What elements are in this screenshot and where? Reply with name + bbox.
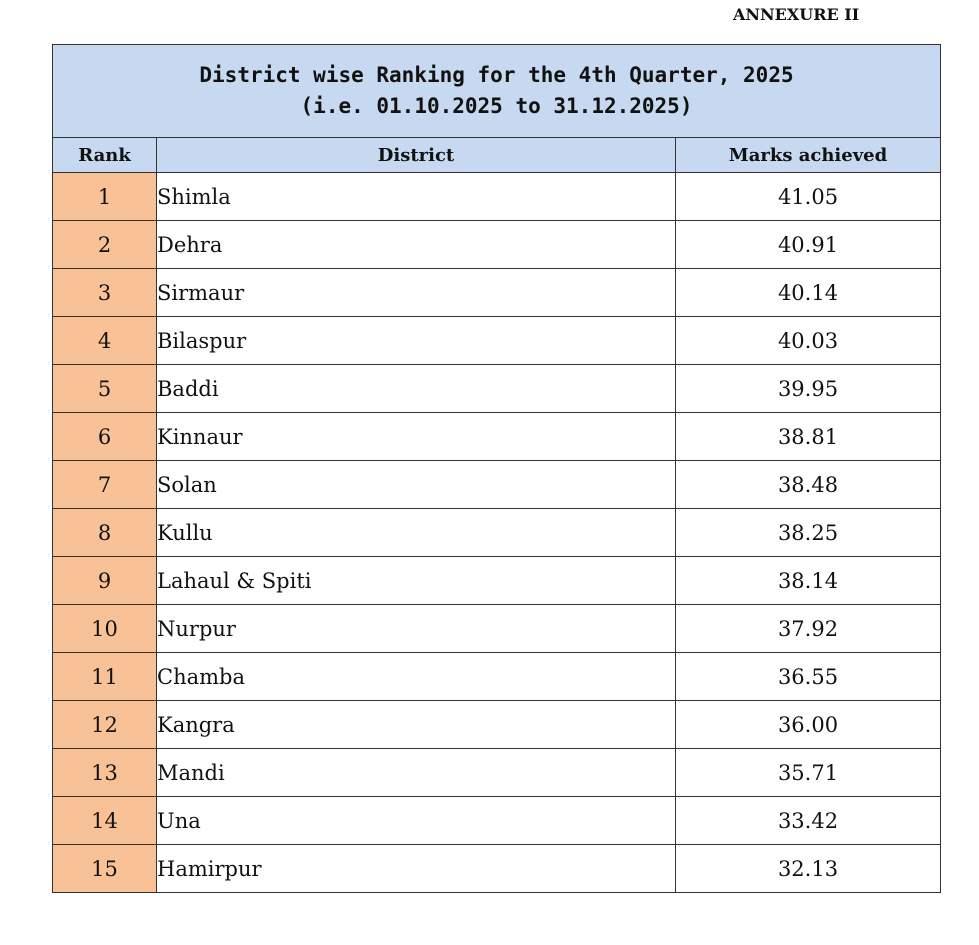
rank-cell: 3 bbox=[52, 268, 157, 317]
rank-cell: 8 bbox=[52, 508, 157, 557]
rank-cell: 6 bbox=[52, 412, 157, 461]
district-cell: Solan bbox=[156, 460, 676, 509]
district-cell: Nurpur bbox=[156, 604, 676, 653]
title-line-1: District wise Ranking for the 4th Quarte… bbox=[199, 63, 794, 87]
marks-cell: 36.00 bbox=[674, 700, 942, 749]
marks-cell: 40.14 bbox=[674, 268, 942, 317]
table-row: 3 Sirmaur 40.14 bbox=[52, 268, 942, 317]
annexure-label: ANNEXURE II bbox=[733, 5, 860, 24]
rank-cell: 2 bbox=[52, 220, 157, 269]
district-cell: Kinnaur bbox=[156, 412, 676, 461]
rank-column-header: Rank bbox=[52, 137, 157, 173]
district-cell: Bilaspur bbox=[156, 316, 676, 365]
marks-cell: 33.42 bbox=[674, 796, 942, 845]
rank-cell: 9 bbox=[52, 556, 157, 605]
table-title: District wise Ranking for the 4th Quarte… bbox=[51, 44, 942, 138]
rank-cell: 7 bbox=[52, 460, 157, 509]
rank-cell: 4 bbox=[52, 316, 157, 365]
district-cell: Chamba bbox=[156, 652, 676, 701]
marks-cell: 41.05 bbox=[674, 172, 942, 221]
district-cell: Dehra bbox=[156, 220, 676, 269]
table-row: 2 Dehra 40.91 bbox=[52, 220, 942, 269]
rank-cell: 14 bbox=[52, 796, 157, 845]
rank-cell: 11 bbox=[52, 652, 157, 701]
table-row: 11 Chamba 36.55 bbox=[52, 652, 942, 701]
marks-column-header: Marks achieved bbox=[674, 137, 942, 173]
table-row: 13 Mandi 35.71 bbox=[52, 748, 942, 797]
table-row: 15 Hamirpur 32.13 bbox=[52, 844, 942, 893]
district-cell: Baddi bbox=[156, 364, 676, 413]
district-cell: Una bbox=[156, 796, 676, 845]
district-cell: Shimla bbox=[156, 172, 676, 221]
rank-cell: 13 bbox=[52, 748, 157, 797]
district-cell: Mandi bbox=[156, 748, 676, 797]
marks-cell: 36.55 bbox=[674, 652, 942, 701]
table-row: 12 Kangra 36.00 bbox=[52, 700, 942, 749]
district-cell: Hamirpur bbox=[156, 844, 676, 893]
marks-cell: 38.48 bbox=[674, 460, 942, 509]
district-cell: Kangra bbox=[156, 700, 676, 749]
marks-cell: 38.25 bbox=[674, 508, 942, 557]
table-row: 14 Una 33.42 bbox=[52, 796, 942, 845]
marks-cell: 39.95 bbox=[674, 364, 942, 413]
table-row: 10 Nurpur 37.92 bbox=[52, 604, 942, 653]
rank-cell: 5 bbox=[52, 364, 157, 413]
table-row: 7 Solan 38.48 bbox=[52, 460, 942, 509]
marks-cell: 38.14 bbox=[674, 556, 942, 605]
table-body: 1 Shimla 41.05 2 Dehra 40.91 3 Sirmaur 40.14 4 Bil… bbox=[52, 172, 942, 893]
rank-cell: 15 bbox=[52, 844, 157, 893]
marks-cell: 32.13 bbox=[674, 844, 942, 893]
rank-cell: 1 bbox=[52, 172, 157, 221]
marks-cell: 35.71 bbox=[674, 748, 942, 797]
ranking-table: District wise Ranking for the 4th Quarte… bbox=[51, 44, 942, 893]
district-cell: Sirmaur bbox=[156, 268, 676, 317]
rank-cell: 12 bbox=[52, 700, 157, 749]
title-line-2: (i.e. 01.10.2025 to 31.12.2025) bbox=[300, 94, 693, 118]
table-row: 6 Kinnaur 38.81 bbox=[52, 412, 942, 461]
marks-cell: 40.91 bbox=[674, 220, 942, 269]
district-cell: Kullu bbox=[156, 508, 676, 557]
table-row: 1 Shimla 41.05 bbox=[52, 172, 942, 221]
table-row: 8 Kullu 38.25 bbox=[52, 508, 942, 557]
marks-cell: 37.92 bbox=[674, 604, 942, 653]
district-column-header: District bbox=[156, 137, 676, 173]
table-row: 9 Lahaul & Spiti 38.14 bbox=[52, 556, 942, 605]
table-row: 4 Bilaspur 40.03 bbox=[52, 316, 942, 365]
table-row: 5 Baddi 39.95 bbox=[52, 364, 942, 413]
rank-cell: 10 bbox=[52, 604, 157, 653]
district-cell: Lahaul & Spiti bbox=[156, 556, 676, 605]
marks-cell: 38.81 bbox=[674, 412, 942, 461]
marks-cell: 40.03 bbox=[674, 316, 942, 365]
